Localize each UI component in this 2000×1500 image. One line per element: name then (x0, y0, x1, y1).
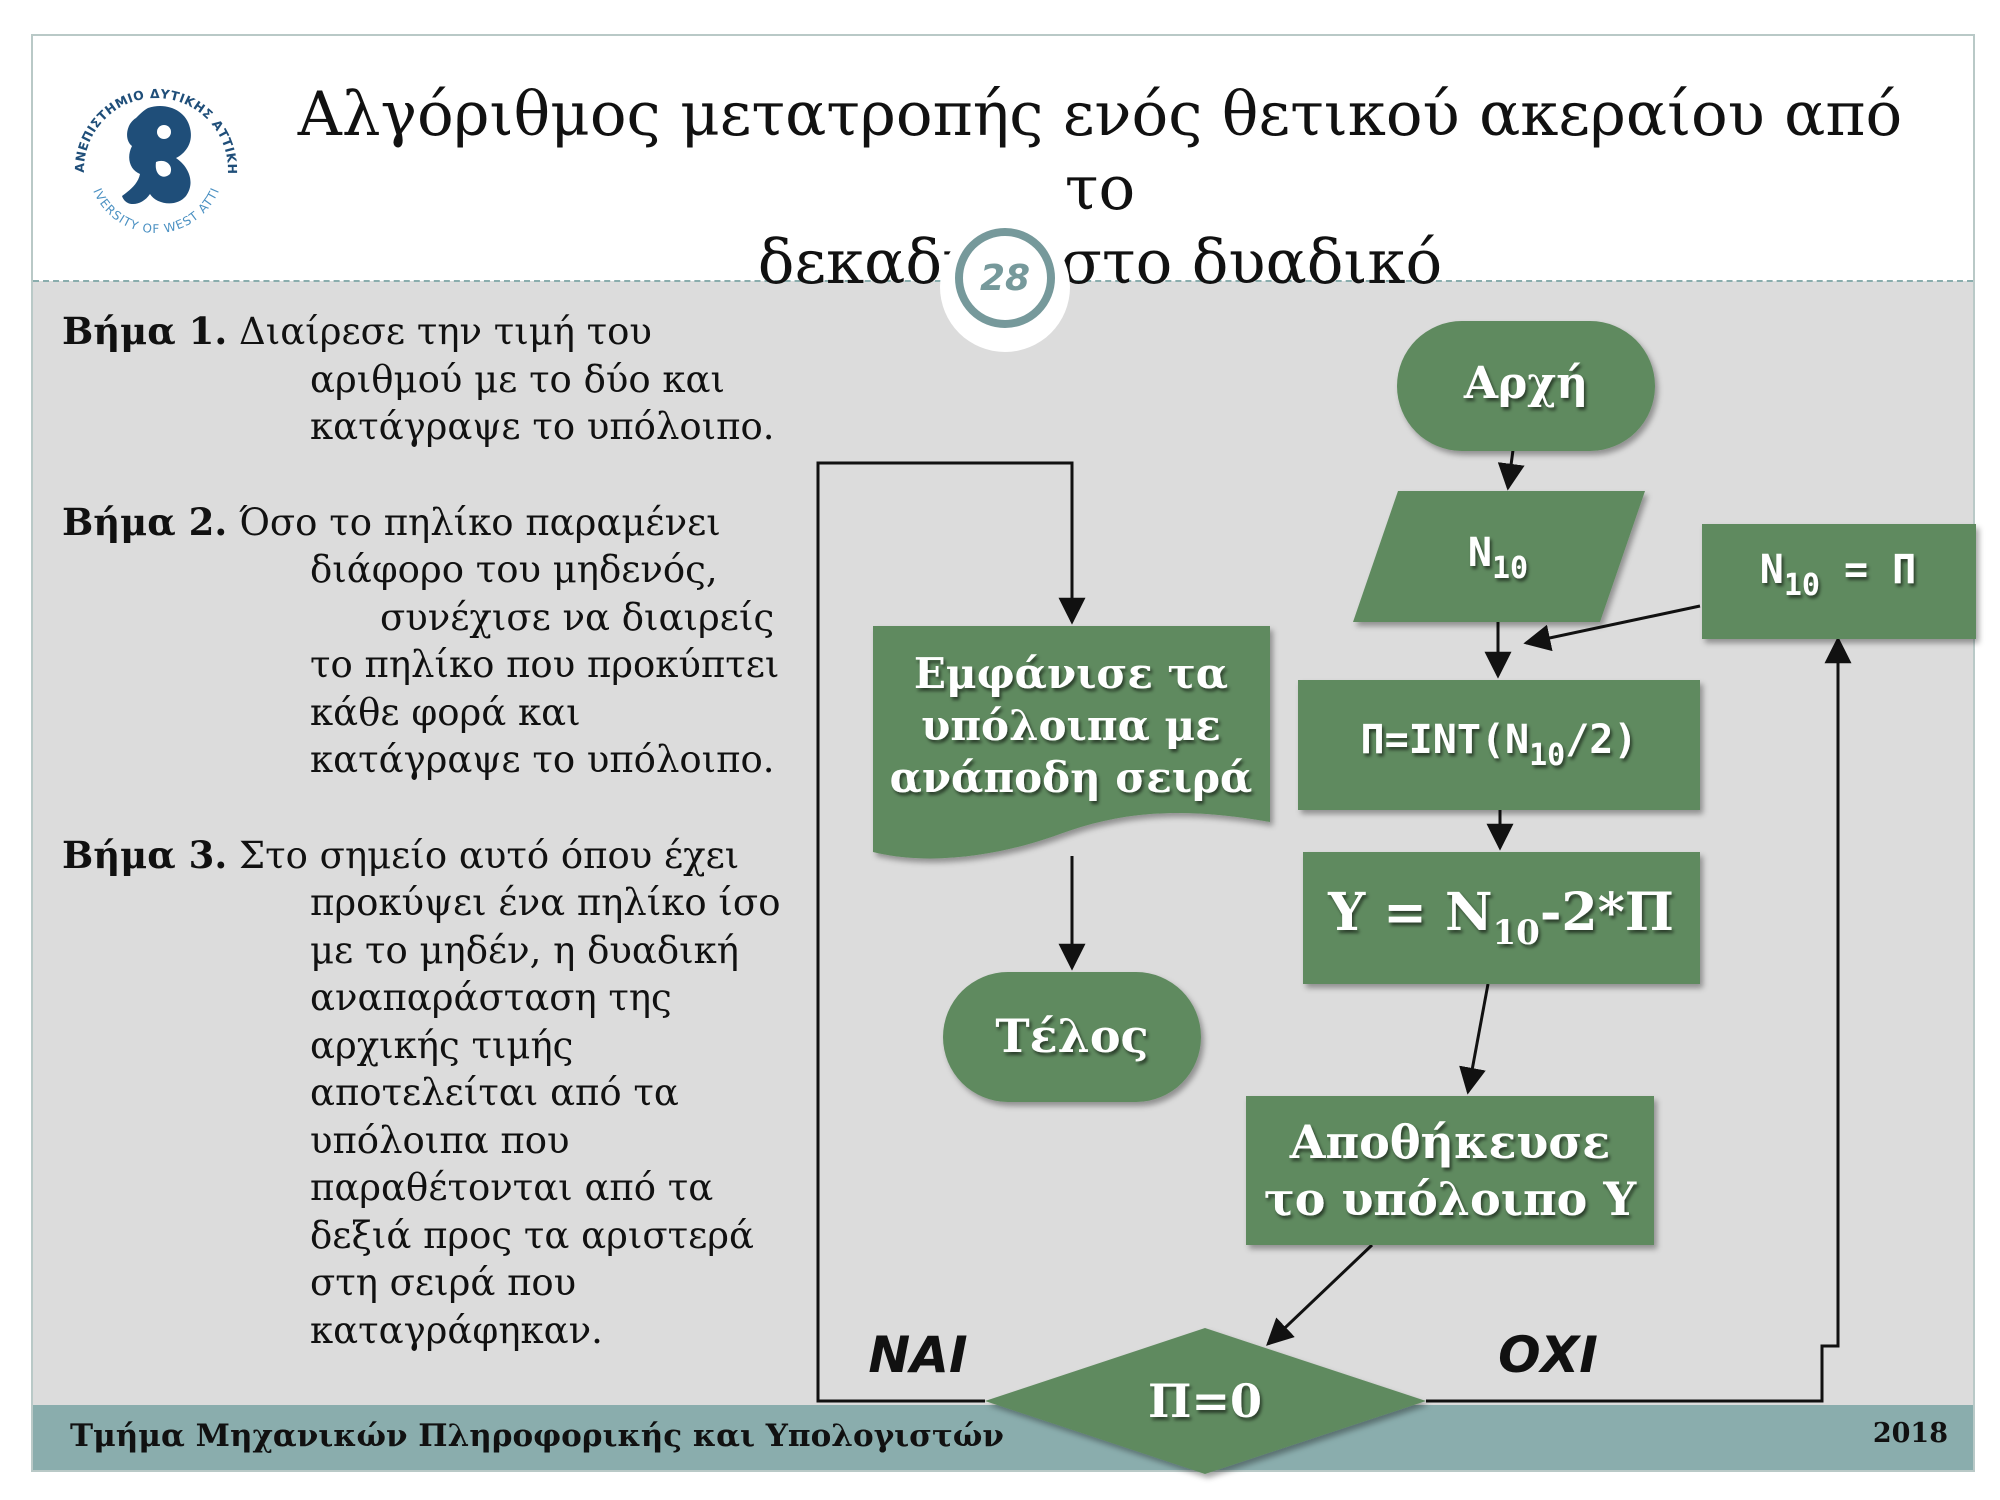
slide-title: Αλγόριθμος μετατροπής ενός θετικού ακερα… (290, 78, 1910, 300)
logo-figure-icon (122, 106, 191, 205)
yes-branch-label: ΝΑΙ (868, 1326, 967, 1384)
assign-label-base: N (1760, 547, 1784, 593)
slide-title-line-1: Αλγόριθμος μετατροπής ενός θετικού ακερα… (297, 79, 1903, 224)
assign-label: N10 = Π (1760, 547, 1917, 603)
assign-label-sub: 10 (1784, 568, 1820, 603)
footer-department: Τμήμα Μηχανικών Πληροφορικής και Υπολογι… (70, 1418, 1004, 1454)
decision-node (985, 1328, 1426, 1474)
remainder-label-sub: 10 (1493, 913, 1540, 953)
footer-bar (33, 1405, 1973, 1470)
start-node (1397, 321, 1655, 451)
start-label: Αρχή (1463, 358, 1588, 409)
step-2-line: κάθε φορά και (310, 690, 581, 734)
connector-assign-loop (1523, 604, 1701, 652)
end-node (943, 972, 1201, 1102)
connector-start-input (1497, 449, 1525, 491)
remainder-label: Y = N10-2*Π (1327, 882, 1674, 953)
step-3-line: προκύψει ένα πηλίκο ίσο (310, 881, 781, 924)
step-1: Βήμα 1. Διαίρεσε την τιμή του αριθμού με… (62, 308, 802, 451)
no-branch-label: ΟΧΙ (1498, 1326, 1598, 1384)
step-3-label: Βήμα 3. (62, 832, 228, 877)
input-node (1353, 491, 1645, 622)
step-1-line: κατάγραψε το υπόλοιπο. (310, 405, 775, 448)
input-label: N10 (1468, 530, 1528, 586)
end-label: Τέλος (995, 1009, 1148, 1063)
step-2-line: Όσο το πηλίκο παραμένει (239, 500, 721, 544)
connector-remainder-store (1459, 983, 1490, 1095)
step-1-label: Βήμα 1. (62, 309, 228, 353)
step-2-label: Βήμα 2. (62, 499, 228, 544)
input-label-sub: 10 (1492, 551, 1528, 586)
step-3-line: με το μηδέν, η δυαδική (310, 928, 739, 972)
connector-store-decision (1266, 1243, 1374, 1346)
display-node (873, 626, 1270, 859)
step-3-line: αρχικής τιμής (310, 1023, 574, 1067)
step-2-line: συνέχισε να διαιρείς (380, 595, 775, 639)
step-1-line: αριθμού με το δύο και (310, 357, 726, 401)
step-1-line: Διαίρεσε την τιμή του (239, 310, 652, 353)
remainder-label-pre: Y = N (1327, 882, 1492, 943)
assign-label-rest: = Π (1820, 547, 1916, 593)
divide-node (1298, 680, 1700, 810)
step-3-line: αναπαράσταση της (310, 976, 672, 1019)
divide-label-sub: 10 (1529, 738, 1565, 773)
divide-label: Π=INT(N10/2) (1361, 717, 1638, 773)
connector-decision-yes (816, 461, 1086, 1403)
store-node (1246, 1096, 1654, 1245)
step-3: Βήμα 3. Στο σημείο αυτό όπου έχει προκύψ… (62, 832, 802, 1355)
steps-text: Βήμα 1. Διαίρεσε την τιμή του αριθμού με… (62, 308, 802, 1402)
display-label-line-1: Εμφάνισε τα (914, 649, 1228, 698)
step-3-line: υπόλοιπα που (310, 1118, 570, 1162)
step-2-line: κατάγραψε το υπόλοιπο. (310, 738, 775, 781)
step-2-line: το πηλίκο που προκύπτει (310, 643, 780, 686)
step-2: Βήμα 2. Όσο το πηλίκο παραμένει διάφορο … (62, 499, 802, 784)
remainder-label-post: -2*Π (1540, 882, 1674, 943)
display-label-line-2: υπόλοιπα με (921, 701, 1221, 750)
display-label-line-3: ανάποδη σειρά (890, 753, 1253, 802)
decision-label: Π=0 (1148, 1374, 1262, 1428)
step-3-line: αποτελείται από τα (310, 1071, 679, 1114)
remainder-node (1303, 852, 1700, 984)
divide-label-post: /2) (1565, 717, 1637, 763)
footer-year: 2018 (1872, 1418, 1948, 1449)
step-2-line: διάφορο του μηδενός, (310, 548, 718, 591)
slide-title-line-2: δεκαδικό στο δυαδικό (757, 227, 1443, 298)
step-3-line: παραθέτονται από τα (310, 1166, 714, 1209)
connector-decision-no (1426, 636, 1852, 1403)
page-number: 28 (955, 228, 1055, 328)
slide-frame (31, 34, 1975, 1472)
step-3-line: καταγράφηκαν. (310, 1308, 603, 1352)
input-label-base: N (1468, 530, 1492, 576)
step-3-line: Στο σημείο αυτό όπου έχει (239, 833, 740, 877)
university-logo: ΠΑΝΕΠΙΣΤΗΜΙΟ ΔΥΤΙΚΗΣ ΑΤΤΙΚΗΣ UNIVERSITY … (56, 58, 240, 236)
step-3-line: δεξιά προς τα αριστερά (310, 1213, 754, 1257)
assign-node (1702, 524, 1976, 639)
store-label-line-2: το υπόλοιπο Υ (1264, 1172, 1637, 1226)
step-3-line: στη σειρά που (310, 1261, 577, 1304)
divide-label-pre: Π=INT(N (1361, 717, 1530, 763)
store-label-line-1: Αποθήκευσε (1289, 1115, 1610, 1169)
